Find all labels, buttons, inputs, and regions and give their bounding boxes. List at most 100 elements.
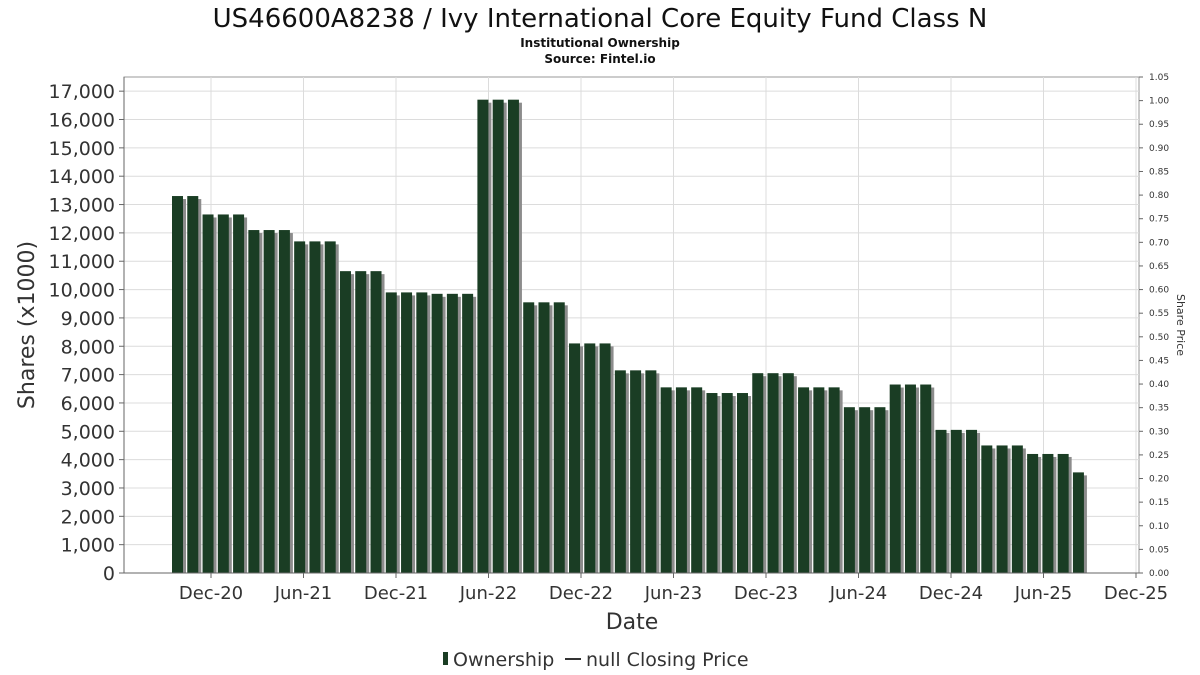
y-tick-label: 2,000 (61, 506, 115, 528)
ownership-bar (507, 99, 519, 573)
x-tick-label: Dec-24 (919, 583, 983, 604)
y2-tick-label: 0.25 (1149, 451, 1169, 461)
bars-group (172, 99, 1087, 574)
ownership-bar (1042, 453, 1054, 573)
y2-tick-label: 0.05 (1149, 545, 1169, 555)
y-tick-label: 12,000 (49, 223, 115, 245)
x-axis-label: Date (606, 610, 659, 635)
y2-tick-label: 0.70 (1149, 238, 1169, 248)
y2-tick-label: 0.85 (1149, 167, 1169, 177)
x-tick-label: Jun-23 (644, 583, 703, 604)
y2-tick-label: 0.15 (1149, 498, 1169, 508)
ownership-bar (370, 271, 382, 573)
ownership-bar (294, 241, 306, 574)
legend-ownership-swatch (443, 652, 448, 665)
ownership-bar (1057, 453, 1069, 573)
ownership-bar (660, 387, 672, 573)
ownership-bar (645, 370, 657, 573)
x-tick-label: Dec-22 (549, 583, 613, 604)
ownership-bar (584, 343, 596, 573)
y2-tick-label: 0.65 (1149, 262, 1169, 272)
ownership-bar (569, 343, 581, 573)
y2-tick-label: 1.00 (1149, 97, 1169, 107)
y-tick-label: 15,000 (49, 138, 115, 160)
y2-tick-label: 0.00 (1149, 569, 1169, 579)
chart-source: Source: Fintel.io (544, 52, 655, 66)
y2-tick-label: 0.60 (1149, 286, 1169, 296)
ownership-bar (889, 384, 901, 573)
x-tick-label: Jun-21 (274, 583, 333, 604)
y2-axis-ticks: 0.00 0.05 0.10 0.15 0.20 0.25 0.30 0.35 0.40 0.45… (1139, 73, 1169, 579)
ownership-bar (981, 445, 993, 573)
y-tick-label: 6,000 (61, 393, 115, 415)
y-tick-label: 9,000 (61, 308, 115, 330)
ownership-bar (798, 387, 810, 573)
ownership-bar (416, 292, 428, 573)
ownership-bar (843, 407, 855, 573)
chart-title: US46600A8238 / Ivy International Core Eq… (213, 4, 988, 34)
y-axis-label: Shares (x1000) (15, 241, 40, 409)
y2-tick-label: 0.80 (1149, 191, 1169, 201)
ownership-bar (538, 302, 550, 573)
legend-ownership-label: Ownership (453, 649, 554, 671)
legend-price-label: null Closing Price (586, 649, 749, 671)
y-tick-label: 13,000 (49, 195, 115, 217)
ownership-bar (309, 241, 321, 574)
y2-tick-label: 0.50 (1149, 333, 1169, 343)
ownership-bar (920, 384, 932, 573)
ownership-bar (736, 393, 748, 573)
ownership-bar (523, 302, 535, 573)
y-tick-label: 0 (103, 563, 115, 585)
y-axis-ticks: 0 1,000 2,000 3,000 4,000 5,000 6,000 7,000 8,00… (49, 77, 125, 585)
y-tick-label: 16,000 (49, 110, 115, 132)
y-tick-label: 4,000 (61, 450, 115, 472)
y2-tick-label: 0.30 (1149, 427, 1169, 437)
ownership-bar (355, 271, 367, 573)
chart-subtitle: Institutional Ownership (520, 36, 680, 50)
ownership-bar (828, 387, 840, 573)
ownership-bar (752, 373, 764, 573)
ownership-bar (385, 292, 397, 573)
ownership-bar (630, 370, 642, 573)
ownership-bar (431, 293, 443, 573)
ownership-bar (278, 230, 290, 573)
legend: Ownership null Closing Price (443, 649, 749, 671)
y2-axis-label: Share Price (1174, 294, 1187, 356)
ownership-bar (767, 373, 779, 573)
y2-tick-label: 0.20 (1149, 475, 1169, 485)
ownership-bar (813, 387, 825, 573)
y2-tick-label: 0.75 (1149, 215, 1169, 225)
y-tick-label: 14,000 (49, 166, 115, 188)
y2-tick-label: 0.95 (1149, 120, 1169, 130)
ownership-bar (1072, 472, 1084, 573)
x-tick-label: Dec-23 (734, 583, 798, 604)
ownership-bar (904, 384, 916, 573)
ownership-bar (859, 407, 871, 573)
ownership-bar (446, 293, 458, 573)
y2-tick-label: 0.90 (1149, 144, 1169, 154)
y-tick-label: 8,000 (61, 336, 115, 358)
ownership-bar (935, 429, 947, 573)
y2-tick-label: 0.45 (1149, 356, 1169, 366)
y-tick-label: 11,000 (49, 251, 115, 273)
y2-tick-label: 0.55 (1149, 309, 1169, 319)
y-tick-label: 17,000 (49, 81, 115, 103)
y-tick-label: 7,000 (61, 365, 115, 387)
ownership-bar (782, 373, 794, 573)
x-axis-ticks: Dec-20 Jun-21 Dec-21 Jun-22 Dec-22 Jun-23 Dec-… (124, 572, 1168, 604)
y2-tick-label: 0.35 (1149, 404, 1169, 414)
ownership-bar (966, 429, 978, 573)
ownership-bar (492, 99, 504, 573)
ownership-bar (599, 343, 611, 573)
x-tick-label: Jun-25 (1014, 583, 1073, 604)
y2-tick-label: 1.05 (1149, 73, 1169, 83)
x-tick-label: Dec-21 (364, 583, 428, 604)
x-tick-label: Dec-20 (179, 583, 243, 604)
ownership-bar (233, 214, 245, 573)
ownership-bar (477, 99, 489, 573)
x-tick-label: Dec-25 (1104, 583, 1168, 604)
y-tick-label: 1,000 (61, 535, 115, 557)
ownership-bar (248, 230, 260, 573)
y-tick-label: 3,000 (61, 478, 115, 500)
